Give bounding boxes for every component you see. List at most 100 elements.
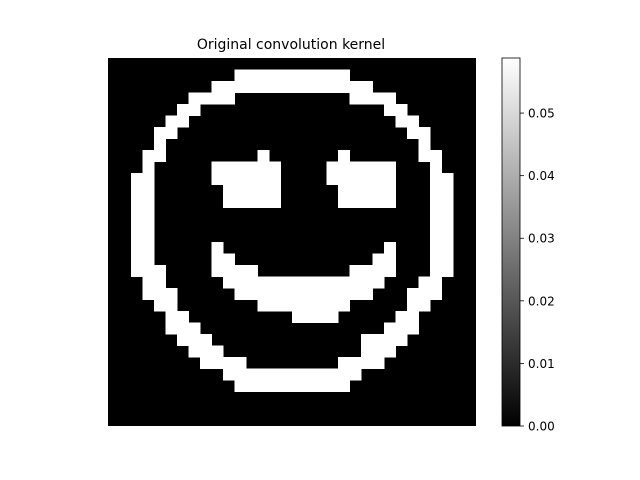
heatmap-cell xyxy=(338,184,350,197)
heatmap-cell xyxy=(257,380,270,392)
heatmap-cell xyxy=(223,184,235,197)
heatmap-cell xyxy=(361,184,373,197)
colorbar-tick-label: 0.03 xyxy=(528,232,555,246)
heatmap-cell xyxy=(177,115,189,128)
heatmap-cell xyxy=(315,380,327,392)
heatmap-cell xyxy=(211,173,224,185)
heatmap-cell xyxy=(384,184,396,197)
heatmap-cell xyxy=(315,69,327,82)
heatmap-cell xyxy=(338,288,350,300)
heatmap-cell xyxy=(280,276,293,289)
heatmap-cell xyxy=(234,161,247,174)
heatmap-cell xyxy=(223,81,235,93)
heatmap-cell xyxy=(269,276,281,289)
heatmap-cell xyxy=(430,161,442,174)
heatmap-cell xyxy=(315,311,327,323)
heatmap-cell xyxy=(315,288,327,300)
heatmap-cell xyxy=(395,311,408,323)
heatmap-cell xyxy=(188,345,201,358)
heatmap-cell xyxy=(384,265,396,277)
heatmap-cell xyxy=(257,299,270,312)
heatmap-cell xyxy=(269,173,281,185)
heatmap-cell xyxy=(131,184,143,197)
heatmap-cell xyxy=(430,265,442,277)
heatmap-cell xyxy=(326,69,339,82)
heatmap-cell xyxy=(234,69,247,82)
heatmap-cell xyxy=(303,276,316,289)
heatmap-cell xyxy=(315,81,327,93)
colorbar: 0.00 0.01 0.02 0.03 0.04 0.05 xyxy=(501,57,555,434)
heatmap-cell xyxy=(361,196,373,208)
heatmap-cell xyxy=(326,288,339,300)
heatmap-cell xyxy=(131,253,143,266)
heatmap-cell xyxy=(372,161,385,174)
heatmap-cell xyxy=(246,380,258,392)
heatmap-cell xyxy=(234,357,247,369)
heatmap-cell xyxy=(338,276,350,289)
heatmap-cell xyxy=(292,69,304,82)
heatmap-cell xyxy=(326,276,339,289)
heatmap-cell xyxy=(407,311,419,323)
heatmap-cell xyxy=(303,311,316,323)
heatmap-cell xyxy=(338,150,350,162)
heatmap-cell xyxy=(303,69,316,82)
heatmap-cell xyxy=(338,368,350,381)
heatmap-cell xyxy=(349,276,362,289)
heatmap-cell xyxy=(257,276,270,289)
heatmap-cell xyxy=(223,265,235,277)
heatmap-cell xyxy=(338,173,350,185)
heatmap-cell xyxy=(361,357,373,369)
heatmap-cell xyxy=(384,196,396,208)
heatmap-cell xyxy=(361,173,373,185)
heatmap-cell xyxy=(418,150,431,162)
heatmap-cell xyxy=(361,288,373,300)
heatmap-cell xyxy=(246,196,258,208)
heatmap-cell xyxy=(384,334,396,346)
heatmap-cell xyxy=(223,253,235,266)
heatmap-cell xyxy=(326,299,339,312)
heatmap-cell xyxy=(246,265,258,277)
chart-title: Original convolution kernel xyxy=(197,37,385,53)
heatmap-cell xyxy=(441,173,454,185)
heatmap-cell xyxy=(154,276,166,289)
heatmap-cell xyxy=(338,380,350,392)
heatmap-cell xyxy=(131,173,143,185)
heatmap-cell xyxy=(142,173,155,185)
heatmap-cell xyxy=(361,345,373,358)
heatmap-cell xyxy=(430,207,442,220)
heatmap-cell xyxy=(430,219,442,231)
heatmap-cell xyxy=(418,138,431,151)
heatmap-cell xyxy=(165,311,178,323)
heatmap-cell xyxy=(142,196,155,208)
heatmap-cell xyxy=(234,380,247,392)
heatmap-cell xyxy=(292,81,304,93)
heatmap-cell xyxy=(280,69,293,82)
heatmap-cell xyxy=(188,92,201,105)
heatmap-cell xyxy=(257,173,270,185)
heatmap-cell xyxy=(303,81,316,93)
heatmap-cell xyxy=(234,173,247,185)
heatmap-cell xyxy=(372,345,385,358)
heatmap-cell xyxy=(418,288,431,300)
heatmap-cell xyxy=(441,184,454,197)
heatmap-cell xyxy=(384,345,396,358)
heatmap-cell xyxy=(384,242,396,254)
heatmap-cell xyxy=(407,288,419,300)
heatmap-cell xyxy=(257,81,270,93)
heatmap-cell xyxy=(257,69,270,82)
heatmap-cell xyxy=(326,161,339,174)
heatmap-cell xyxy=(234,276,247,289)
heatmap-cell xyxy=(372,265,385,277)
heatmap-cell xyxy=(407,299,419,312)
heatmap-cell xyxy=(430,276,442,289)
heatmap-cell xyxy=(269,368,281,381)
heatmap-cell xyxy=(361,161,373,174)
heatmap-cell xyxy=(292,311,304,323)
heatmap-cell xyxy=(372,334,385,346)
heatmap-cell xyxy=(223,357,235,369)
heatmap-cell xyxy=(211,253,224,266)
heatmap-cell xyxy=(257,368,270,381)
heatmap-cell xyxy=(430,288,442,300)
heatmap-cell xyxy=(361,92,373,105)
heatmap-cell xyxy=(315,299,327,312)
